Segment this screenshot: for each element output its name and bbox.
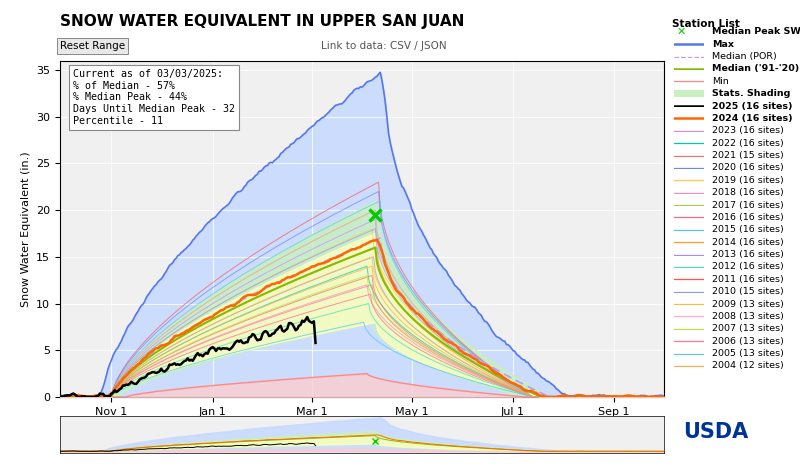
Text: 2020 (16 sites): 2020 (16 sites)	[712, 163, 784, 172]
Text: 2007 (13 sites): 2007 (13 sites)	[712, 324, 784, 333]
Text: 2008 (13 sites): 2008 (13 sites)	[712, 312, 784, 321]
Text: 2005 (13 sites): 2005 (13 sites)	[712, 349, 784, 358]
Text: 2009 (13 sites): 2009 (13 sites)	[712, 299, 784, 309]
Text: Link to data: CSV / JSON: Link to data: CSV / JSON	[321, 41, 447, 51]
Text: Min: Min	[712, 77, 729, 86]
Text: USDA: USDA	[683, 422, 749, 442]
Text: 2011 (16 sites): 2011 (16 sites)	[712, 275, 784, 284]
Text: 2014 (16 sites): 2014 (16 sites)	[712, 238, 784, 247]
Text: 2006 (13 sites): 2006 (13 sites)	[712, 337, 784, 346]
Text: 2017 (16 sites): 2017 (16 sites)	[712, 200, 784, 210]
Text: ✕: ✕	[677, 27, 686, 37]
Text: Stats. Shading: Stats. Shading	[712, 89, 790, 98]
Y-axis label: Snow Water Equivalent (in.): Snow Water Equivalent (in.)	[21, 151, 30, 307]
Text: 2022 (16 sites): 2022 (16 sites)	[712, 139, 784, 148]
Text: 2012 (16 sites): 2012 (16 sites)	[712, 262, 784, 271]
Text: Median Peak SWE: Median Peak SWE	[712, 27, 800, 36]
Text: 2015 (16 sites): 2015 (16 sites)	[712, 225, 784, 234]
Text: 2013 (16 sites): 2013 (16 sites)	[712, 250, 784, 259]
Text: 2024 (16 sites): 2024 (16 sites)	[712, 114, 793, 123]
Text: 2010 (15 sites): 2010 (15 sites)	[712, 287, 784, 296]
Text: 2025 (16 sites): 2025 (16 sites)	[712, 101, 793, 111]
Text: Max: Max	[712, 40, 734, 49]
Text: SNOW WATER EQUIVALENT IN UPPER SAN JUAN: SNOW WATER EQUIVALENT IN UPPER SAN JUAN	[60, 14, 464, 28]
Text: 2018 (16 sites): 2018 (16 sites)	[712, 188, 784, 197]
Text: Reset Range: Reset Range	[60, 41, 125, 51]
Text: Station List: Station List	[672, 19, 740, 28]
Text: Median (POR): Median (POR)	[712, 52, 777, 61]
Text: 2023 (16 sites): 2023 (16 sites)	[712, 126, 784, 135]
Text: 2016 (16 sites): 2016 (16 sites)	[712, 213, 784, 222]
Text: 2021 (15 sites): 2021 (15 sites)	[712, 151, 784, 160]
Text: Current as of 03/03/2025:
% of Median - 57%
% Median Peak - 44%
Days Until Media: Current as of 03/03/2025: % of Median - …	[74, 69, 235, 126]
Text: Median ('91-'20): Median ('91-'20)	[712, 64, 799, 73]
Text: 2019 (16 sites): 2019 (16 sites)	[712, 176, 784, 185]
Text: 2004 (12 sites): 2004 (12 sites)	[712, 361, 784, 370]
